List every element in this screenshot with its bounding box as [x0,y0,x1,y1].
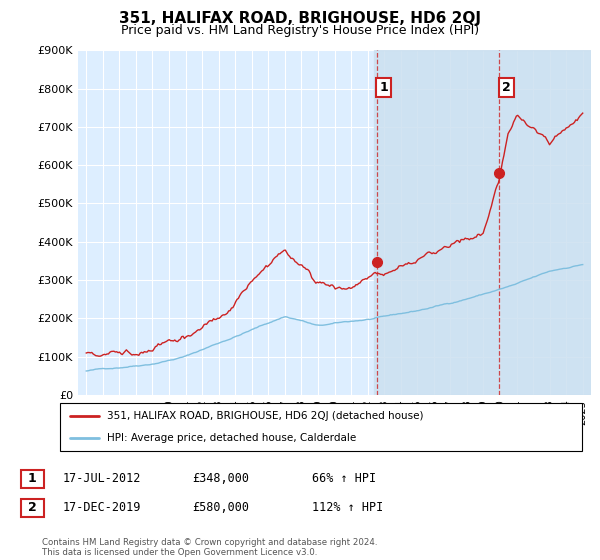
Text: £580,000: £580,000 [192,501,249,515]
FancyBboxPatch shape [60,403,582,451]
Text: 351, HALIFAX ROAD, BRIGHOUSE, HD6 2QJ (detached house): 351, HALIFAX ROAD, BRIGHOUSE, HD6 2QJ (d… [107,411,424,421]
Text: 17-JUL-2012: 17-JUL-2012 [63,472,142,486]
Text: 2: 2 [502,81,511,94]
Text: 17-DEC-2019: 17-DEC-2019 [63,501,142,515]
Text: 2: 2 [28,501,37,515]
Text: £348,000: £348,000 [192,472,249,486]
Text: Price paid vs. HM Land Registry's House Price Index (HPI): Price paid vs. HM Land Registry's House … [121,24,479,36]
Text: HPI: Average price, detached house, Calderdale: HPI: Average price, detached house, Cald… [107,433,356,443]
Text: 351, HALIFAX ROAD, BRIGHOUSE, HD6 2QJ: 351, HALIFAX ROAD, BRIGHOUSE, HD6 2QJ [119,11,481,26]
Bar [374,50,591,395]
Text: 1: 1 [379,81,388,94]
Text: 1: 1 [28,472,37,486]
Text: 66% ↑ HPI: 66% ↑ HPI [312,472,376,486]
Text: Contains HM Land Registry data © Crown copyright and database right 2024.
This d: Contains HM Land Registry data © Crown c… [42,538,377,557]
Text: 112% ↑ HPI: 112% ↑ HPI [312,501,383,515]
